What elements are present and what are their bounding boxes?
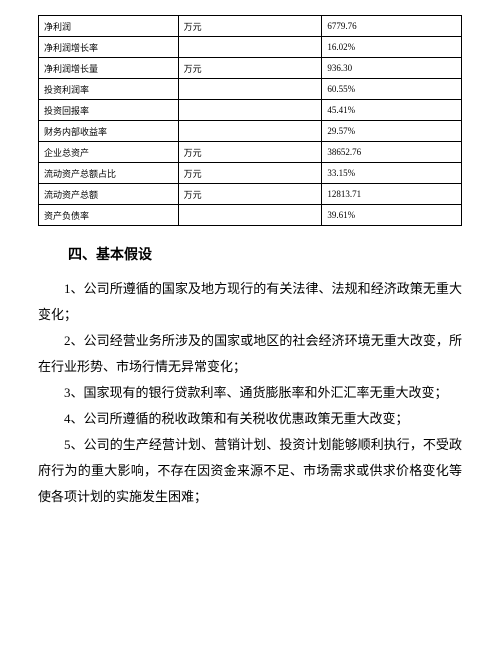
metric-value: 29.57% <box>322 121 462 142</box>
metric-value: 39.61% <box>322 205 462 226</box>
metric-value: 60.55% <box>322 79 462 100</box>
table-row: 财务内部收益率 29.57% <box>39 121 462 142</box>
body-paragraph: 2、公司经营业务所涉及的国家或地区的社会经济环境无重大改变，所在行业形势、市场行… <box>38 328 462 380</box>
metric-value: 33.15% <box>322 163 462 184</box>
metric-unit: 万元 <box>178 184 322 205</box>
metric-label: 净利润增长率 <box>39 37 179 58</box>
table-row: 净利润万元6779.76 <box>39 16 462 37</box>
table-row: 投资回报率 45.41% <box>39 100 462 121</box>
metric-unit: 万元 <box>178 163 322 184</box>
metric-unit: 万元 <box>178 142 322 163</box>
metric-label: 流动资产总额占比 <box>39 163 179 184</box>
metric-unit <box>178 100 322 121</box>
metric-label: 净利润 <box>39 16 179 37</box>
metric-value: 936.30 <box>322 58 462 79</box>
metric-value: 38652.76 <box>322 142 462 163</box>
metric-label: 财务内部收益率 <box>39 121 179 142</box>
metric-unit <box>178 37 322 58</box>
metric-label: 流动资产总额 <box>39 184 179 205</box>
section-heading: 四、基本假设 <box>38 244 462 264</box>
body-paragraph: 4、公司所遵循的税收政策和有关税收优惠政策无重大改变； <box>38 406 462 432</box>
metric-label: 资产负债率 <box>39 205 179 226</box>
metric-label: 企业总资产 <box>39 142 179 163</box>
table-row: 资产负债率 39.61% <box>39 205 462 226</box>
table-row: 流动资产总额万元12813.71 <box>39 184 462 205</box>
body-paragraph: 5、公司的生产经营计划、营销计划、投资计划能够顺利执行，不受政府行为的重大影响，… <box>38 432 462 510</box>
table-row: 投资利润率 60.55% <box>39 79 462 100</box>
metric-unit <box>178 79 322 100</box>
metric-label: 净利润增长量 <box>39 58 179 79</box>
table-row: 流动资产总额占比万元33.15% <box>39 163 462 184</box>
metric-label: 投资回报率 <box>39 100 179 121</box>
table-row: 企业总资产万元38652.76 <box>39 142 462 163</box>
table-row: 净利润增长率 16.02% <box>39 37 462 58</box>
body-paragraph: 3、国家现有的银行贷款利率、通货膨胀率和外汇汇率无重大改变； <box>38 380 462 406</box>
metric-unit <box>178 121 322 142</box>
financial-table: 净利润万元6779.76净利润增长率16.02%净利润增长量万元936.30投资… <box>38 15 462 226</box>
metric-value: 6779.76 <box>322 16 462 37</box>
metric-value: 16.02% <box>322 37 462 58</box>
metric-unit: 万元 <box>178 58 322 79</box>
metric-value: 45.41% <box>322 100 462 121</box>
table-row: 净利润增长量万元936.30 <box>39 58 462 79</box>
body-paragraph: 1、公司所遵循的国家及地方现行的有关法律、法规和经济政策无重大变化； <box>38 276 462 328</box>
metric-label: 投资利润率 <box>39 79 179 100</box>
metric-unit: 万元 <box>178 16 322 37</box>
metric-unit <box>178 205 322 226</box>
metric-value: 12813.71 <box>322 184 462 205</box>
